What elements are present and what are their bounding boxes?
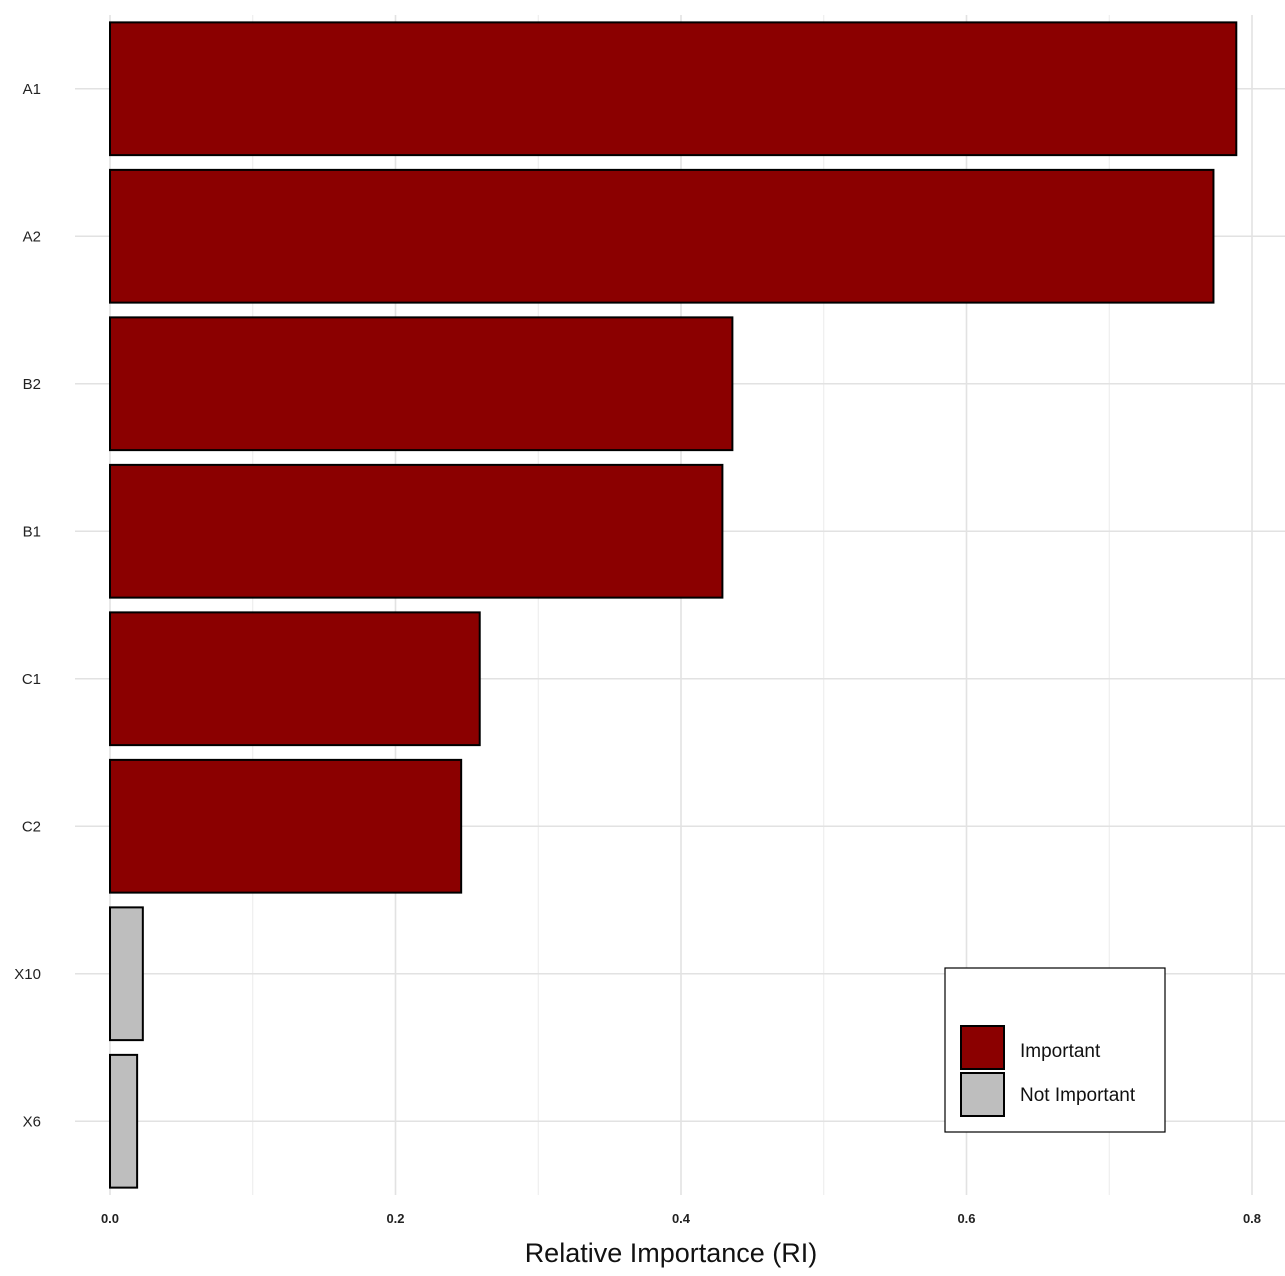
y-tick-labels: A1 A2 B2 B1 C1 C2 X10 X6	[14, 81, 41, 1131]
bar-b1	[109, 463, 724, 599]
legend-swatch-not-important	[960, 1072, 1005, 1117]
bars	[109, 21, 1238, 1189]
legend-label-important: Important	[1020, 1041, 1101, 1062]
bar-c2	[109, 758, 463, 894]
legend-label-not-important: Not Important	[1020, 1085, 1136, 1106]
x-axis-title: Relative Importance (RI)	[525, 1238, 818, 1268]
bar-x6	[109, 1053, 139, 1189]
x-tick-label: 0.6	[957, 1211, 975, 1226]
x-tick-label: 0.8	[1243, 1211, 1261, 1226]
y-tick-label: X10	[14, 966, 41, 983]
y-tick-label: C2	[22, 818, 41, 835]
y-tick-label: A2	[23, 228, 41, 245]
bar-c1	[109, 611, 481, 747]
y-tick-label: B1	[23, 523, 41, 540]
legend: Important Not Important	[944, 967, 1166, 1133]
y-tick-label: B2	[23, 376, 41, 393]
y-tick-label: X6	[23, 1113, 41, 1130]
bar-x10	[109, 906, 144, 1042]
x-tick-label: 0.0	[101, 1211, 119, 1226]
x-tick-label: 0.4	[672, 1211, 691, 1226]
y-tick-label: C1	[22, 671, 41, 688]
x-tick-labels: 0.0 0.2 0.4 0.6 0.8	[101, 1211, 1261, 1226]
bar-a1	[109, 21, 1238, 157]
legend-swatch-important	[960, 1025, 1005, 1070]
bar-b2	[109, 316, 734, 452]
y-tick-label: A1	[23, 81, 41, 98]
x-tick-label: 0.2	[386, 1211, 404, 1226]
bar-a2	[109, 168, 1215, 304]
